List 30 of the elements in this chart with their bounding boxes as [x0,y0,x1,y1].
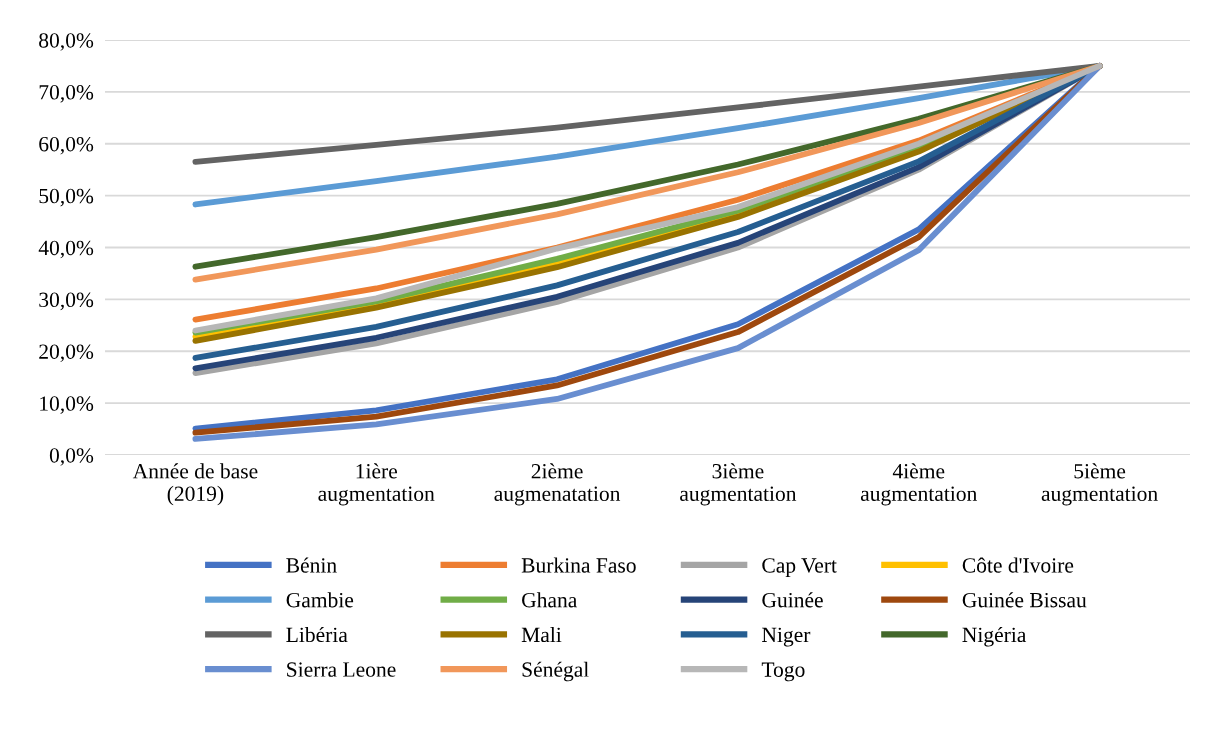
y-tick-label: 80,0% [39,33,94,51]
y-tick-label: 70,0% [39,85,94,103]
legend-label: Burkina Faso [521,557,636,573]
legend-label: Niger [762,627,811,647]
legend-label: Côte d'Ivoire [962,557,1074,573]
legend-label: Gambie [286,592,354,608]
x-tick-label: 3ième augmentation [680,463,797,506]
y-tick-label: 20,0% [39,344,94,363]
x-tick-label: Année de base (2019) [132,463,258,506]
y-tick-label: 30,0% [39,292,94,311]
legend-label: Bénin [286,557,337,573]
y-tick-label: 50,0% [39,188,94,207]
legend-label: Mali [521,626,562,643]
legend-label: Sierra Leone [287,662,396,677]
legend-label: Sénégal [522,661,589,682]
legend-label: Cap Vert [762,558,837,578]
legend-label: Ghana [522,592,578,608]
x-tick-label: 2ième augmenatation [494,463,621,506]
legend-label: Guinée Bissau [962,592,1087,608]
x-tick-label: 5ième augmentation [1041,463,1158,506]
x-tick-label: 4ième augmentation [860,463,978,506]
y-tick-label: 0,0% [49,448,94,466]
y-tick-label: 10,0% [40,396,94,414]
y-tick-label: 60,0% [39,136,94,155]
x-tick-label: 1ière augmentation [318,463,435,506]
legend-label: Libéria [286,626,348,643]
legend-label: Nigéria [962,626,1027,647]
legend-label: Togo [761,662,805,682]
legend-label: Guinée [762,592,823,608]
y-tick-label: 40,0% [38,240,94,259]
